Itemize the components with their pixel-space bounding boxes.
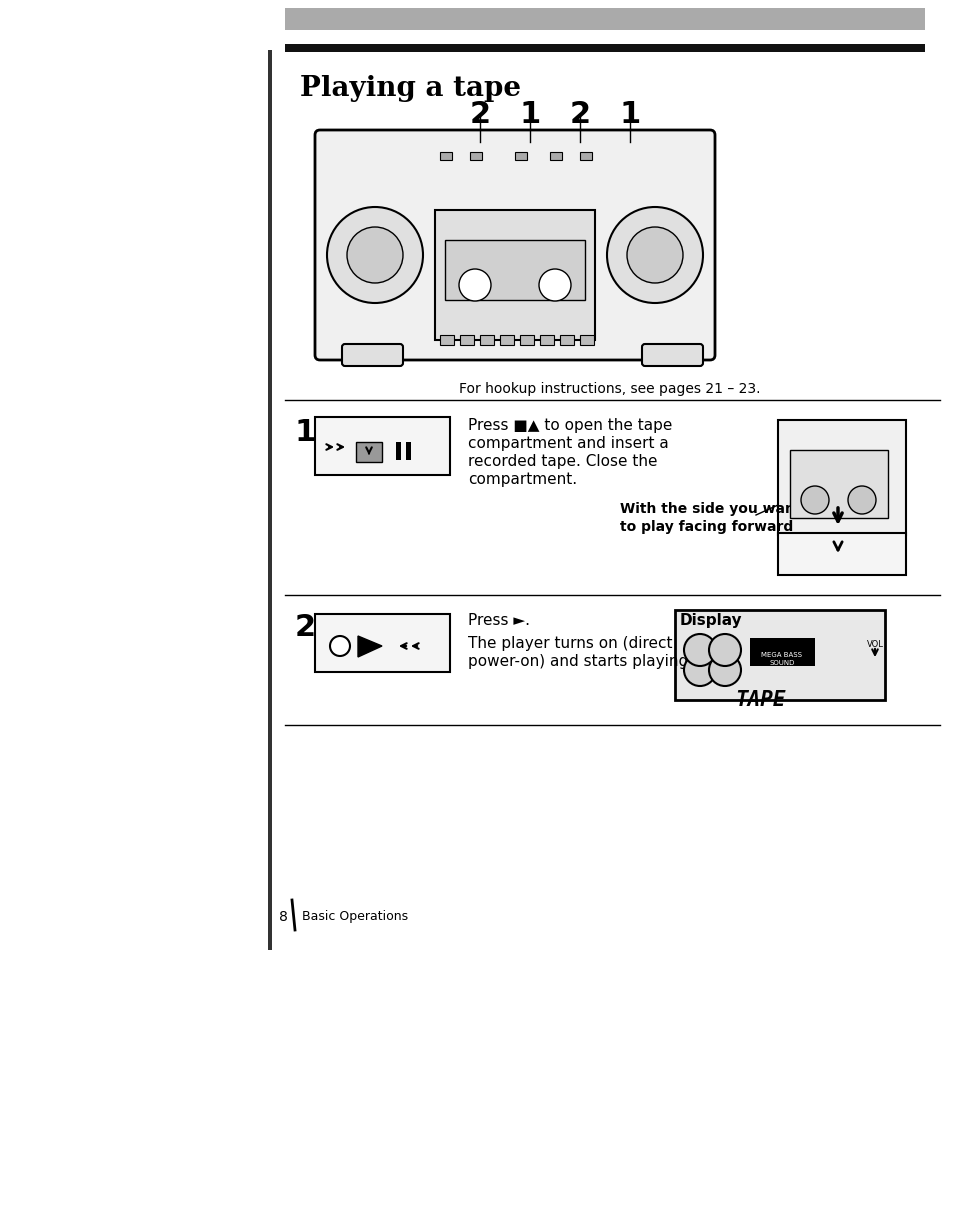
- Circle shape: [327, 207, 422, 303]
- Bar: [579, 152, 592, 160]
- Text: MEGA BASS
SOUND: MEGA BASS SOUND: [760, 651, 801, 666]
- Circle shape: [458, 268, 491, 301]
- Bar: [579, 336, 594, 345]
- Text: Press ■▲ to open the tape: Press ■▲ to open the tape: [468, 418, 672, 433]
- Bar: [550, 152, 561, 160]
- Bar: [470, 152, 481, 160]
- FancyBboxPatch shape: [314, 417, 450, 475]
- Polygon shape: [357, 636, 381, 658]
- Text: 2: 2: [569, 100, 590, 129]
- Circle shape: [538, 268, 571, 301]
- Bar: [675, 610, 884, 700]
- Circle shape: [801, 486, 828, 514]
- Bar: [515, 152, 526, 160]
- Text: 1: 1: [618, 100, 640, 129]
- Bar: [749, 638, 814, 666]
- Bar: [444, 240, 584, 300]
- Bar: [499, 336, 514, 345]
- Circle shape: [847, 486, 875, 514]
- Bar: [559, 336, 574, 345]
- Bar: [778, 533, 905, 575]
- Bar: [406, 442, 411, 460]
- Circle shape: [708, 654, 740, 686]
- Text: Playing a tape: Playing a tape: [299, 74, 520, 102]
- FancyBboxPatch shape: [341, 344, 402, 366]
- Text: compartment.: compartment.: [468, 472, 577, 487]
- Circle shape: [626, 227, 682, 283]
- Text: power-on) and starts playing.: power-on) and starts playing.: [468, 654, 693, 669]
- FancyBboxPatch shape: [314, 614, 450, 672]
- Bar: [435, 210, 595, 340]
- Bar: [519, 336, 534, 345]
- Bar: [285, 9, 924, 30]
- Bar: [459, 336, 474, 345]
- Text: TAPE: TAPE: [734, 691, 784, 710]
- Circle shape: [606, 207, 702, 303]
- Text: Display: Display: [679, 612, 741, 628]
- Text: The player turns on (direct: The player turns on (direct: [468, 636, 672, 651]
- Bar: [439, 152, 452, 160]
- Text: 2: 2: [294, 612, 315, 642]
- FancyBboxPatch shape: [641, 344, 702, 366]
- Text: 1: 1: [294, 418, 315, 447]
- Bar: [539, 336, 554, 345]
- Bar: [479, 336, 494, 345]
- Text: recorded tape. Close the: recorded tape. Close the: [468, 454, 657, 468]
- Text: With the side you want: With the side you want: [619, 501, 801, 516]
- Circle shape: [683, 654, 716, 686]
- Text: to play facing forward: to play facing forward: [619, 520, 792, 534]
- Bar: [395, 442, 400, 460]
- Circle shape: [683, 634, 716, 666]
- Bar: [778, 420, 905, 536]
- Text: 8: 8: [279, 910, 288, 924]
- FancyBboxPatch shape: [314, 131, 714, 360]
- Circle shape: [708, 634, 740, 666]
- Bar: [439, 336, 454, 345]
- Bar: [285, 44, 924, 52]
- Bar: [789, 450, 887, 518]
- Circle shape: [347, 227, 402, 283]
- Text: Press ►.: Press ►.: [468, 612, 530, 628]
- Text: 2: 2: [469, 100, 490, 129]
- Bar: [268, 50, 272, 950]
- Text: 1: 1: [518, 100, 540, 129]
- Text: Basic Operations: Basic Operations: [302, 910, 408, 924]
- Text: For hookup instructions, see pages 21 – 23.: For hookup instructions, see pages 21 – …: [458, 382, 760, 396]
- Bar: [355, 442, 381, 462]
- Circle shape: [330, 636, 350, 656]
- Text: compartment and insert a: compartment and insert a: [468, 436, 668, 451]
- Text: VOL: VOL: [865, 640, 882, 649]
